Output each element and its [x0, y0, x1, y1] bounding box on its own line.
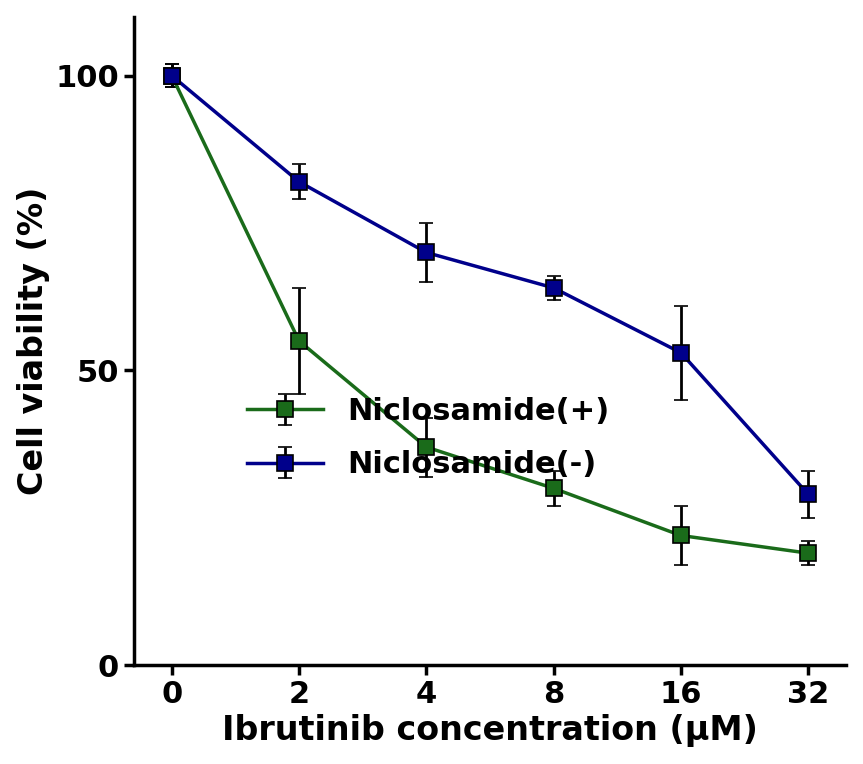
Y-axis label: Cell viability (%): Cell viability (%)	[16, 186, 50, 495]
X-axis label: Ibrutinib concentration (μM): Ibrutinib concentration (μM)	[222, 714, 758, 747]
Legend: Niclosamide(+), Niclosamide(-): Niclosamide(+), Niclosamide(-)	[235, 385, 622, 492]
